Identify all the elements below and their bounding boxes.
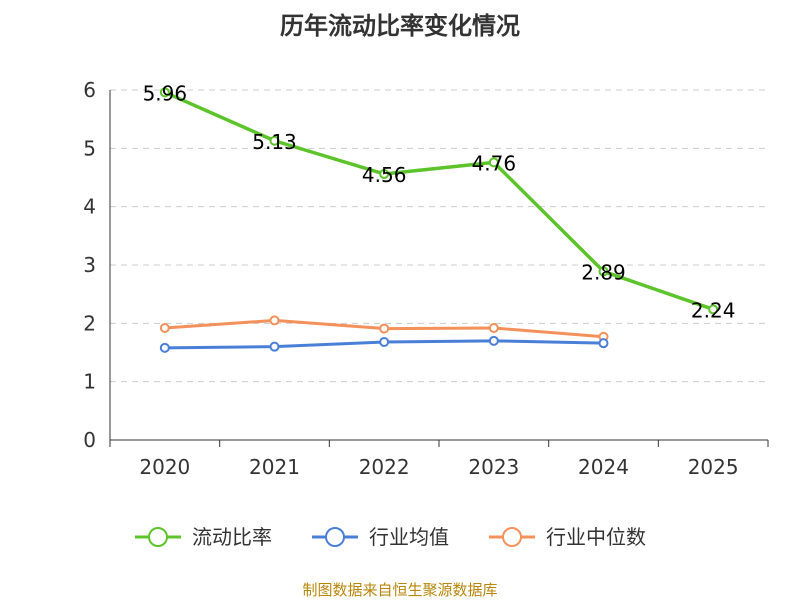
series-point-0: [488, 157, 499, 168]
x-tick-label: 2023: [468, 455, 519, 479]
series-point-0: [159, 87, 170, 98]
data-label: 4.56: [362, 163, 407, 187]
series-point-0: [598, 266, 609, 277]
data-label: 2.24: [691, 298, 736, 322]
legend-item-0[interactable]: 流动比率: [135, 525, 272, 549]
data-label: 5.13: [252, 130, 297, 154]
series-point-2: [159, 323, 170, 333]
series-point-1: [488, 335, 499, 346]
series-point-0: [379, 169, 390, 179]
series-point-0: [708, 304, 719, 315]
series-point-2: [269, 315, 280, 326]
legend-label: 行业中位数: [546, 525, 646, 549]
x-tick-label: 2024: [578, 455, 629, 479]
legend-swatch-marker: [325, 527, 345, 547]
axes: 0 1 2 3 4 5 6 2020 2021 2022 2023 2024 2025: [83, 78, 769, 479]
series-point-2: [379, 323, 390, 334]
x-tick-label: 2022: [359, 455, 410, 479]
series-layer: [159, 87, 719, 353]
series-point-2: [488, 323, 499, 333]
legend-label: 流动比率: [192, 525, 272, 549]
legend-swatch-marker: [502, 527, 522, 547]
series-point-1: [159, 342, 170, 353]
data-label: 2.89: [581, 260, 626, 284]
legend-item-1[interactable]: 行业均值: [312, 525, 449, 549]
legend-swatch-marker: [148, 527, 168, 547]
y-tick-label: 5: [83, 136, 96, 160]
legend: 流动比率 行业均值 行业中位数: [135, 525, 646, 549]
data-label: 5.96: [143, 81, 188, 105]
y-tick-label: 0: [83, 428, 96, 452]
data-labels: 5.96 5.13 4.56 4.76 2.89 2.24: [143, 81, 736, 322]
series-point-1: [269, 341, 280, 352]
series-point-1: [598, 338, 609, 349]
legend-label: 行业均值: [369, 525, 449, 549]
series-line-0: [163, 90, 715, 312]
x-tick-label: 2025: [688, 455, 739, 479]
y-tick-label: 6: [83, 78, 96, 102]
series-point-0: [269, 135, 280, 146]
series-point-1: [379, 337, 390, 347]
legend-item-2[interactable]: 行业中位数: [489, 525, 646, 549]
y-tick-label: 1: [83, 370, 96, 394]
y-tick-label: 4: [83, 195, 96, 219]
x-tick-label: 2021: [249, 455, 300, 479]
source-note: 制图数据来自恒生聚源数据库: [302, 581, 497, 599]
y-tick-label: 3: [83, 253, 96, 277]
grid-lines: [110, 89, 768, 383]
x-tick-label: 2020: [139, 455, 190, 479]
y-tick-label: 2: [83, 311, 96, 335]
data-label: 4.76: [472, 151, 517, 175]
chart-title: 历年流动比率变化情况: [280, 12, 520, 40]
